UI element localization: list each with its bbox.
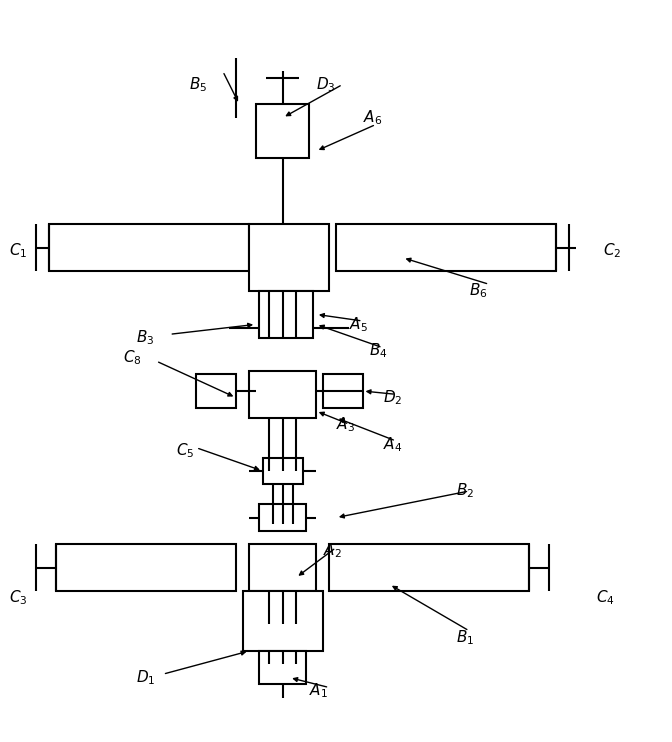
Text: $A_6$: $A_6$ (363, 108, 382, 127)
Bar (329, 545, 530, 591)
Bar (249, 545, 316, 591)
Text: $B_3$: $B_3$ (136, 328, 155, 347)
Text: $C_4$: $C_4$ (596, 588, 615, 607)
Text: $C_1$: $C_1$ (9, 242, 28, 260)
Bar (323, 374, 363, 407)
Bar (56, 545, 236, 591)
Text: $A_1$: $A_1$ (309, 682, 329, 700)
Bar (259, 291, 312, 338)
Text: $C_5$: $C_5$ (176, 441, 194, 460)
Text: $A_5$: $A_5$ (349, 315, 368, 334)
Text: $B_2$: $B_2$ (456, 482, 474, 500)
Text: $C_2$: $C_2$ (603, 242, 621, 260)
Bar (243, 591, 323, 651)
Text: $B_5$: $B_5$ (190, 75, 208, 93)
Text: $C_3$: $C_3$ (9, 588, 28, 607)
Text: $C_8$: $C_8$ (123, 348, 141, 367)
Text: $D_1$: $D_1$ (136, 669, 155, 687)
Bar (196, 374, 236, 407)
Bar (336, 224, 556, 271)
Text: $A_4$: $A_4$ (382, 435, 402, 453)
Text: $B_1$: $B_1$ (456, 628, 474, 647)
Text: $A_2$: $A_2$ (323, 542, 341, 560)
Bar (256, 105, 309, 158)
Bar (263, 458, 302, 485)
Bar (249, 371, 316, 418)
Bar (259, 505, 306, 531)
Text: $D_3$: $D_3$ (316, 75, 335, 93)
Bar (50, 224, 249, 271)
Text: $B_6$: $B_6$ (469, 282, 488, 301)
Text: $A_3$: $A_3$ (336, 415, 355, 433)
Text: $B_4$: $B_4$ (370, 341, 388, 361)
Bar (259, 651, 306, 684)
Bar (249, 224, 329, 291)
Text: $D_2$: $D_2$ (382, 388, 402, 407)
